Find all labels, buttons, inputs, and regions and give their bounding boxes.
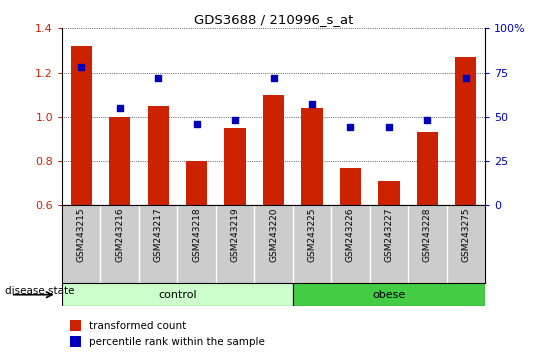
Bar <box>71 336 81 347</box>
Bar <box>340 168 361 205</box>
Point <box>461 75 470 81</box>
Text: GSM243227: GSM243227 <box>384 208 393 262</box>
Bar <box>263 95 284 205</box>
Point <box>308 102 316 107</box>
Point <box>346 125 355 130</box>
Bar <box>186 161 207 205</box>
Text: control: control <box>158 290 197 300</box>
Bar <box>71 46 92 205</box>
Bar <box>225 128 246 205</box>
Text: percentile rank within the sample: percentile rank within the sample <box>89 337 265 347</box>
Bar <box>293 283 485 306</box>
Point <box>423 118 432 123</box>
Text: GSM243219: GSM243219 <box>231 208 239 262</box>
Point <box>385 125 393 130</box>
Bar <box>109 117 130 205</box>
Text: GSM243228: GSM243228 <box>423 208 432 262</box>
Text: transformed count: transformed count <box>89 321 186 331</box>
Point <box>231 118 239 123</box>
Text: GSM243275: GSM243275 <box>461 208 471 262</box>
Bar <box>455 57 476 205</box>
Bar <box>71 320 81 331</box>
Bar <box>148 106 169 205</box>
Text: GSM243225: GSM243225 <box>308 208 316 262</box>
Point <box>77 64 86 70</box>
Bar <box>62 283 293 306</box>
Bar <box>378 181 399 205</box>
Text: GSM243226: GSM243226 <box>346 208 355 262</box>
Text: GSM243220: GSM243220 <box>269 208 278 262</box>
Text: GSM243215: GSM243215 <box>77 208 86 262</box>
Point <box>115 105 124 111</box>
Text: obese: obese <box>372 290 405 300</box>
Point <box>270 75 278 81</box>
Point <box>192 121 201 127</box>
Point <box>154 75 162 81</box>
Text: disease state: disease state <box>5 286 75 296</box>
Title: GDS3688 / 210996_s_at: GDS3688 / 210996_s_at <box>194 13 353 26</box>
Text: GSM243216: GSM243216 <box>115 208 124 262</box>
Bar <box>301 108 322 205</box>
Text: GSM243217: GSM243217 <box>154 208 163 262</box>
Text: GSM243218: GSM243218 <box>192 208 201 262</box>
Bar <box>417 132 438 205</box>
